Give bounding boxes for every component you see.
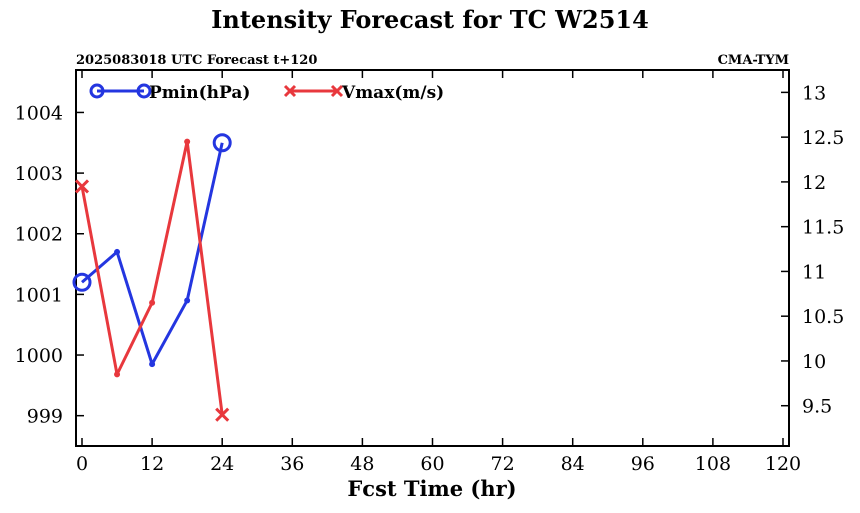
legend: Pmin(hPa) Vmax(m/s)	[89, 83, 444, 103]
chart-subtitle-right: CMA-TYM	[718, 53, 789, 68]
y-right-tick-label: 12.5	[802, 127, 844, 149]
data-point	[114, 371, 121, 378]
y-left-tick-label: 1003	[15, 163, 63, 185]
y-right-tick-label: 13	[802, 82, 826, 104]
x-tick-label: 84	[561, 453, 585, 475]
x-axis-label: Fcst Time (hr)	[347, 476, 516, 501]
x-tick-label: 72	[491, 453, 515, 475]
y-right-tick-label: 11	[802, 261, 826, 283]
data-point	[184, 297, 191, 304]
y-left-tick-label: 1004	[15, 102, 63, 124]
x-tick-label: 48	[350, 453, 374, 475]
y-left-tick-label: 999	[27, 406, 63, 428]
series-line	[80, 140, 224, 415]
chart-subtitle-left: 2025083018 UTC Forecast t+120	[76, 53, 317, 68]
y-right-tick-label: 9.5	[802, 396, 832, 418]
y-left-tick-label: 1002	[15, 224, 63, 246]
y-right-tick-label: 11.5	[802, 217, 844, 239]
data-point	[184, 138, 191, 145]
data-point	[149, 361, 156, 368]
legend-marker	[330, 84, 344, 98]
y-left-tick-label: 1001	[15, 284, 63, 306]
legend-label: Pmin(hPa)	[149, 83, 250, 103]
legend-marker	[283, 84, 297, 98]
y-left-tick-label: 1000	[15, 345, 63, 367]
x-tick-label: 96	[631, 453, 655, 475]
y-axis-right: 9.5 10 10.5 11 11.5 12 12.5 13	[781, 82, 844, 418]
data-point	[215, 407, 230, 422]
legend-label: Vmax(m/s)	[341, 83, 444, 103]
y-axis-left: 999 1000 1001 1002 1003 1004	[15, 102, 84, 428]
x-tick-label: 0	[76, 453, 88, 475]
x-tick-label: 120	[765, 453, 801, 475]
data-point	[212, 133, 232, 153]
x-axis: 0 12 24 36 48 60 72 84 96 108 120	[76, 70, 801, 475]
data-point	[72, 272, 92, 292]
legend-marker	[89, 83, 105, 99]
chart-title: Intensity Forecast for TC W2514	[211, 5, 649, 34]
x-tick-label: 36	[280, 453, 304, 475]
x-tick-label: 108	[695, 453, 731, 475]
y-right-tick-label: 10.5	[802, 306, 844, 328]
x-tick-label: 12	[140, 453, 164, 475]
x-tick-label: 24	[210, 453, 234, 475]
data-point	[114, 248, 121, 255]
data-point	[74, 179, 90, 194]
x-tick-label: 60	[420, 453, 444, 475]
plot-frame	[75, 69, 790, 447]
data-point	[149, 299, 156, 306]
y-right-tick-label: 10	[802, 351, 826, 373]
y-right-tick-label: 12	[802, 172, 826, 194]
series-layer	[72, 133, 232, 422]
legend-marker	[136, 83, 152, 99]
